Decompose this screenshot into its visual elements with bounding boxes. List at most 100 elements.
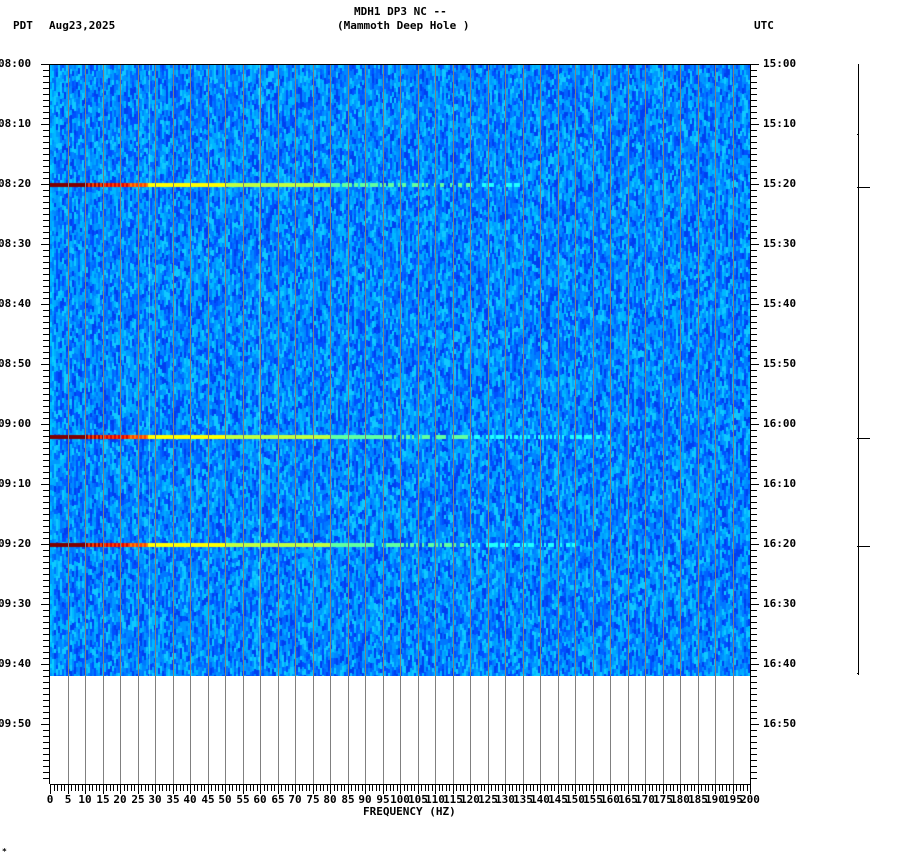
x-tick: [173, 784, 174, 794]
y-tick-right: [750, 400, 757, 401]
y-tick-right: [750, 496, 757, 497]
y-tick-right: [750, 64, 759, 65]
gridline: [400, 64, 401, 784]
y-tick-right: [750, 370, 757, 371]
gridline: [523, 64, 524, 784]
y-tick-right: [750, 250, 757, 251]
x-tick: [64, 784, 65, 791]
gridline: [628, 64, 629, 784]
x-tick: [680, 784, 681, 794]
gridline: [663, 64, 664, 784]
x-tick-label: 10: [78, 793, 92, 806]
gridline: [610, 64, 611, 784]
y-tick-right: [750, 148, 757, 149]
x-tick: [442, 784, 443, 791]
y-tick-right: [750, 580, 757, 581]
x-tick: [246, 784, 247, 791]
y-tick-left: [43, 616, 50, 617]
y-tick-right: [750, 766, 757, 767]
gridline: [733, 64, 734, 784]
x-tick: [348, 784, 349, 794]
x-tick: [477, 784, 478, 791]
y-tick-left: [43, 760, 50, 761]
gridline: [260, 64, 261, 784]
x-tick: [540, 784, 541, 794]
x-tick: [449, 784, 450, 791]
y-tick-left: [43, 730, 50, 731]
x-tick: [670, 784, 671, 791]
x-tick: [295, 784, 296, 794]
x-tick-label: 45: [201, 793, 215, 806]
y-tick-label-pdt: 08:50: [0, 357, 32, 370]
y-tick-right: [750, 388, 757, 389]
x-axis-title: FREQUENCY (HZ): [363, 805, 456, 818]
x-tick: [404, 784, 405, 791]
x-tick: [288, 784, 289, 791]
y-tick-left: [43, 322, 50, 323]
y-tick-right: [750, 442, 757, 443]
x-tick: [155, 784, 156, 794]
y-tick-left: [43, 292, 50, 293]
x-tick: [85, 784, 86, 794]
y-tick-left: [43, 598, 50, 599]
x-tick-label: 25: [131, 793, 145, 806]
y-tick-right: [750, 472, 757, 473]
y-tick-right: [750, 76, 757, 77]
y-tick-left: [43, 172, 50, 173]
x-tick: [673, 784, 674, 791]
y-tick-right: [750, 226, 757, 227]
y-tick-left: [41, 364, 50, 365]
y-tick-left: [43, 532, 50, 533]
y-tick-label-pdt: 09:00: [0, 417, 32, 430]
y-tick-label-pdt: 09:10: [0, 477, 32, 490]
y-tick-left: [43, 70, 50, 71]
x-tick: [292, 784, 293, 791]
gridline: [418, 64, 419, 784]
x-tick: [320, 784, 321, 791]
y-tick-right: [750, 310, 757, 311]
x-tick: [547, 784, 548, 791]
x-tick: [596, 784, 597, 791]
y-tick-left: [43, 448, 50, 449]
y-tick-label-pdt: 08:30: [0, 237, 32, 250]
x-tick-label: 75: [306, 793, 320, 806]
x-tick: [593, 784, 594, 794]
x-tick: [113, 784, 114, 791]
y-tick-right: [750, 412, 757, 413]
y-tick-left: [43, 550, 50, 551]
x-tick: [334, 784, 335, 791]
y-tick-right: [750, 454, 757, 455]
y-tick-right: [750, 238, 757, 239]
x-tick: [159, 784, 160, 791]
y-tick-left: [41, 484, 50, 485]
y-tick-right: [750, 550, 757, 551]
y-tick-right: [750, 166, 757, 167]
gridline: [365, 64, 366, 784]
y-tick-right: [750, 538, 757, 539]
x-tick: [106, 784, 107, 791]
x-tick: [407, 784, 408, 791]
y-tick-label-utc: 16:40: [763, 657, 797, 670]
y-tick-label-utc: 16:00: [763, 417, 797, 430]
y-tick-right: [750, 748, 757, 749]
x-tick: [428, 784, 429, 791]
x-tick: [722, 784, 723, 791]
y-tick-right: [750, 112, 757, 113]
x-tick-label: 85: [341, 793, 355, 806]
y-tick-right: [750, 328, 757, 329]
y-tick-left: [41, 64, 50, 65]
y-tick-left: [43, 310, 50, 311]
y-tick-right: [750, 604, 759, 605]
y-tick-right: [750, 184, 759, 185]
x-tick: [432, 784, 433, 791]
y-tick-right: [750, 700, 757, 701]
x-tick: [603, 784, 604, 791]
x-tick: [187, 784, 188, 791]
x-tick: [474, 784, 475, 791]
x-tick-label: 70: [288, 793, 302, 806]
y-tick-left: [43, 274, 50, 275]
x-tick-label: 160: [600, 793, 620, 806]
x-tick: [397, 784, 398, 791]
x-tick: [509, 784, 510, 791]
x-tick: [124, 784, 125, 791]
